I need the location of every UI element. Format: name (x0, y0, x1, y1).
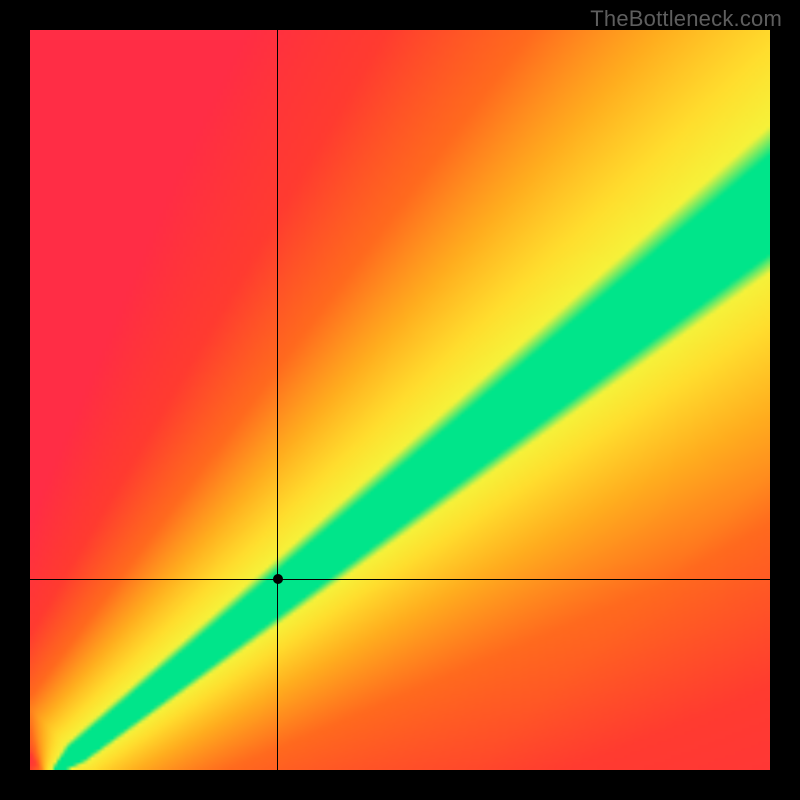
crosshair-horizontal (30, 579, 770, 580)
plot-frame (30, 30, 770, 770)
watermark-text: TheBottleneck.com (590, 6, 782, 32)
plot-area (30, 30, 770, 770)
data-point-marker (273, 574, 283, 584)
heatmap-canvas (30, 30, 770, 770)
crosshair-vertical (277, 30, 278, 770)
